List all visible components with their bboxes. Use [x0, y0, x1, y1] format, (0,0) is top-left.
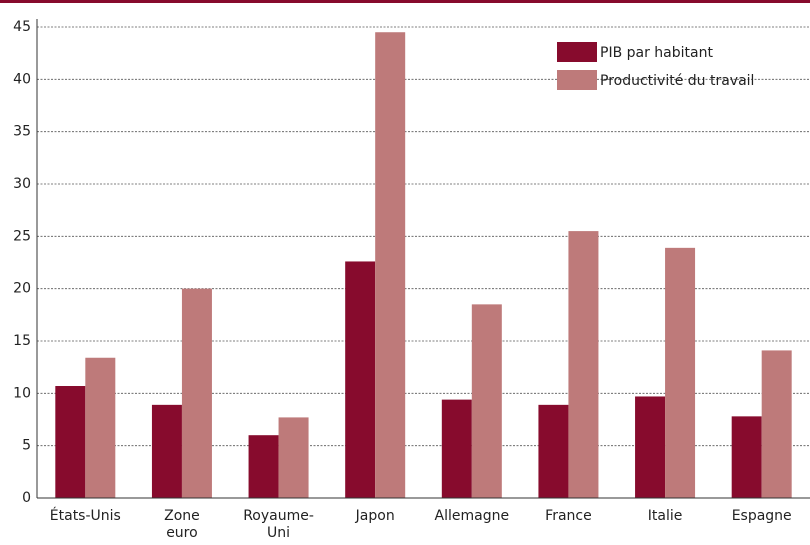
- y-tick-label: 15: [13, 333, 31, 349]
- top-band: [0, 0, 810, 3]
- bar: [538, 404, 569, 498]
- y-tick-label: 45: [13, 19, 31, 35]
- y-tick-label: 40: [13, 71, 31, 87]
- bar: [181, 288, 212, 498]
- x-tick-label: Italie: [647, 508, 683, 524]
- legend-swatch: [557, 42, 597, 62]
- bar: [731, 416, 762, 498]
- y-tick-label: 30: [13, 176, 31, 192]
- y-tick-label: 20: [13, 281, 31, 297]
- x-tick-label: Japon: [355, 508, 395, 524]
- bar: [568, 231, 599, 498]
- legend-swatch: [557, 70, 597, 90]
- bar: [278, 417, 309, 498]
- y-tick-label: 25: [13, 228, 31, 244]
- x-tick-label: France: [545, 508, 592, 524]
- bar: [375, 32, 406, 498]
- legend-label: PIB par habitant: [600, 45, 713, 61]
- x-tick-label: Zone euro: [164, 508, 200, 541]
- x-tick-label: Allemagne: [434, 508, 510, 524]
- bar: [55, 386, 86, 498]
- bar: [635, 396, 666, 498]
- x-tick-label: Espagne: [731, 508, 792, 524]
- bar: [471, 304, 502, 498]
- bar: [151, 404, 182, 498]
- y-tick-label: 35: [13, 124, 31, 140]
- legend-label: Productivité du travail: [600, 73, 754, 89]
- y-tick-label: 10: [13, 385, 31, 401]
- bar: [441, 399, 472, 498]
- x-tick-label: Royaume- Uni: [243, 508, 314, 541]
- bar: [665, 247, 696, 498]
- bar: [761, 350, 792, 498]
- bar: [85, 357, 116, 498]
- x-tick-label: États-Unis: [49, 508, 121, 524]
- y-tick-label: 0: [22, 490, 31, 506]
- bar: [345, 261, 376, 498]
- bar: [248, 435, 279, 498]
- y-tick-label: 5: [22, 438, 31, 454]
